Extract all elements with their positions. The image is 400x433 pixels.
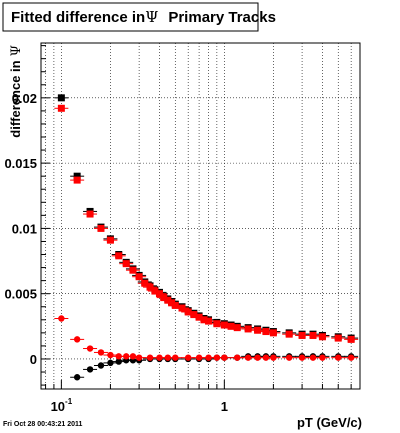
data-point [107, 351, 114, 359]
data-point [73, 172, 81, 180]
title-suffix: Primary Tracks [168, 9, 276, 26]
data-point [107, 359, 114, 367]
data-point [298, 331, 306, 339]
data-point [86, 210, 94, 218]
plot-area [40, 42, 361, 390]
data-point [73, 336, 81, 343]
x-tick-exponent: -1 [65, 397, 73, 406]
data-point [347, 335, 355, 343]
data-point [227, 322, 235, 330]
y-axis-label-prefix: difference in [8, 60, 23, 137]
data-point [244, 354, 252, 361]
data-point [221, 354, 228, 361]
title-symbol: Ψ [145, 8, 158, 26]
data-point [220, 321, 228, 329]
data-point [178, 304, 186, 312]
data-point [86, 366, 94, 373]
data-point [270, 354, 277, 361]
data-point [73, 374, 81, 381]
data-point [171, 301, 179, 309]
data-point [184, 354, 192, 361]
data-point [200, 316, 208, 324]
y-tick-label: 0.015 [4, 156, 37, 171]
data-point [129, 266, 137, 274]
tick-labels: 0 0.005 0.01 0.015 0.02 10-1 1 [4, 91, 227, 414]
title-prefix: Fitted difference in [11, 9, 145, 26]
data-point [184, 308, 192, 316]
series-red-circle [54, 315, 359, 361]
data-point [97, 362, 105, 369]
data-point [151, 287, 159, 295]
data-point [269, 329, 277, 337]
data-point [195, 354, 203, 361]
data-point [122, 260, 130, 268]
series-black-square [54, 94, 359, 342]
data-point [213, 354, 221, 361]
data-point [309, 331, 317, 339]
data-point [195, 313, 203, 321]
data-point [262, 354, 270, 361]
data-point [73, 176, 81, 184]
x-tick-label: 10-1 [51, 397, 73, 414]
data-point [335, 354, 342, 361]
data-point [234, 354, 241, 361]
data-point [262, 328, 270, 336]
data-point [347, 354, 355, 361]
data-point [190, 311, 198, 319]
data-point [318, 333, 326, 341]
chart-title-text: Fitted difference inΨ Primary Tracks [11, 8, 276, 26]
x-tick-label: 1 [221, 399, 228, 414]
data-point [205, 317, 213, 325]
data-point [164, 354, 172, 361]
data-point [319, 354, 326, 361]
data-point [135, 273, 143, 281]
axis-ticks [41, 45, 352, 389]
data-point [135, 354, 143, 361]
footer-timestamp: Fri Oct 28 00:43:21 2011 [3, 421, 82, 428]
data-point [106, 236, 114, 244]
data-point [172, 354, 179, 361]
data-point [205, 354, 212, 361]
data-point [115, 252, 123, 260]
data-point [285, 330, 293, 338]
data-point [164, 296, 172, 304]
data-point [86, 345, 94, 352]
y-tick-label: 0 [30, 352, 37, 367]
data-point [129, 353, 137, 360]
data-point [254, 354, 261, 361]
data-point [156, 354, 163, 361]
title-box [2, 2, 259, 32]
data-point [309, 354, 317, 361]
series-red-square [54, 104, 359, 343]
data-points [54, 94, 359, 381]
y-tick-label: 0.02 [12, 91, 37, 106]
data-point [155, 290, 163, 298]
data-point [115, 353, 122, 360]
data-point [285, 354, 293, 361]
data-point [146, 283, 154, 291]
data-point [168, 299, 176, 307]
data-point [97, 349, 105, 356]
data-point [141, 279, 149, 287]
data-point [213, 320, 221, 328]
data-point [146, 354, 154, 361]
plot-frame [40, 42, 361, 390]
y-tick-label: 0.01 [12, 221, 37, 236]
data-point [57, 104, 65, 112]
data-point [254, 326, 262, 334]
y-axis-label-symbol: Ψ [9, 45, 24, 56]
data-point [57, 94, 65, 102]
data-point [334, 334, 342, 342]
chart-title: Fitted difference inΨ Primary Tracks [2, 2, 276, 32]
x-axis-label: pT (GeV/c) [297, 415, 362, 430]
y-axis-label: difference in Ψ [8, 45, 24, 138]
data-point [160, 294, 168, 302]
data-point [298, 354, 306, 361]
data-point [97, 224, 105, 232]
y-tick-label: 0.005 [4, 287, 37, 302]
data-point [233, 324, 241, 332]
data-point [244, 325, 252, 333]
data-point [58, 315, 65, 322]
